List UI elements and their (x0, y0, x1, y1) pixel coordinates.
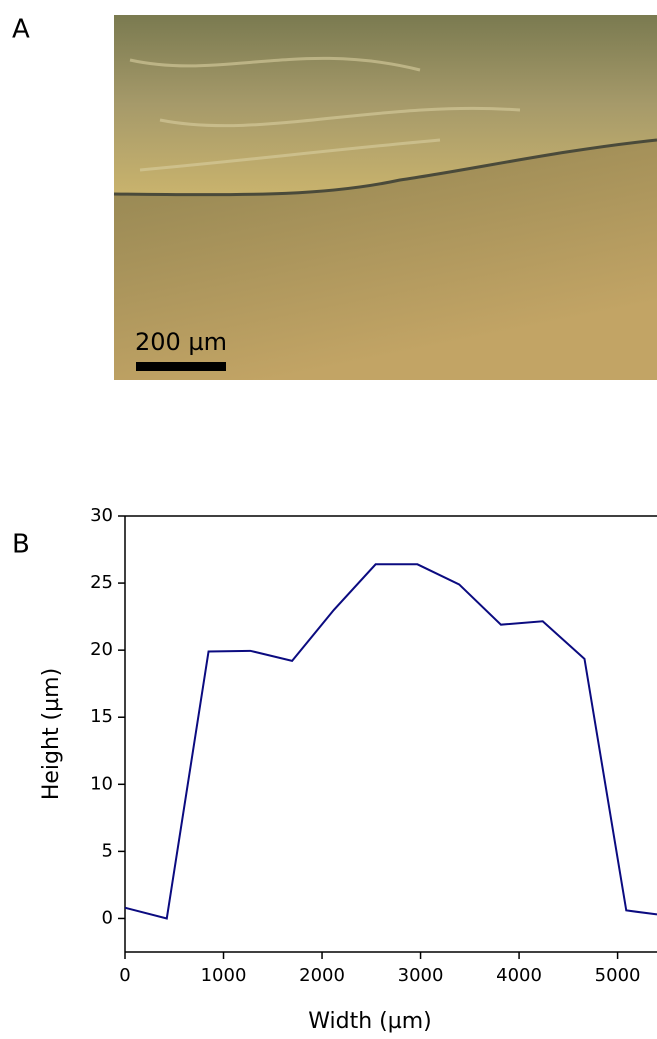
y-tick-label: 20 (90, 639, 113, 660)
panel-label: B (12, 530, 30, 560)
x-tick-label: 1000 (201, 965, 247, 986)
y-tick-label: 5 (102, 840, 113, 861)
scale-bar-label: 200 µm (135, 328, 227, 356)
y-tick-label: 30 (90, 505, 113, 526)
panel-label: A (12, 15, 30, 45)
x-tick-label: 2000 (299, 965, 345, 986)
y-axis-title: Height (µm) (39, 668, 64, 800)
x-tick-label: 4000 (496, 965, 542, 986)
data-line (124, 563, 657, 920)
tissue-edge (113, 138, 657, 197)
y-tick-label: 15 (90, 706, 113, 727)
y-tick-label: 10 (90, 773, 113, 794)
x-tick-label: 5000 (595, 965, 641, 986)
x-tick-label: 0 (119, 965, 130, 986)
x-tick-label: 3000 (398, 965, 444, 986)
texture (129, 56, 521, 172)
y-tick-label: 25 (90, 572, 113, 593)
scale-bar (136, 362, 226, 371)
y-tick-label: 0 (102, 907, 113, 928)
x-axis-title: Width (µm) (308, 1009, 432, 1034)
tissue-region (114, 15, 657, 195)
